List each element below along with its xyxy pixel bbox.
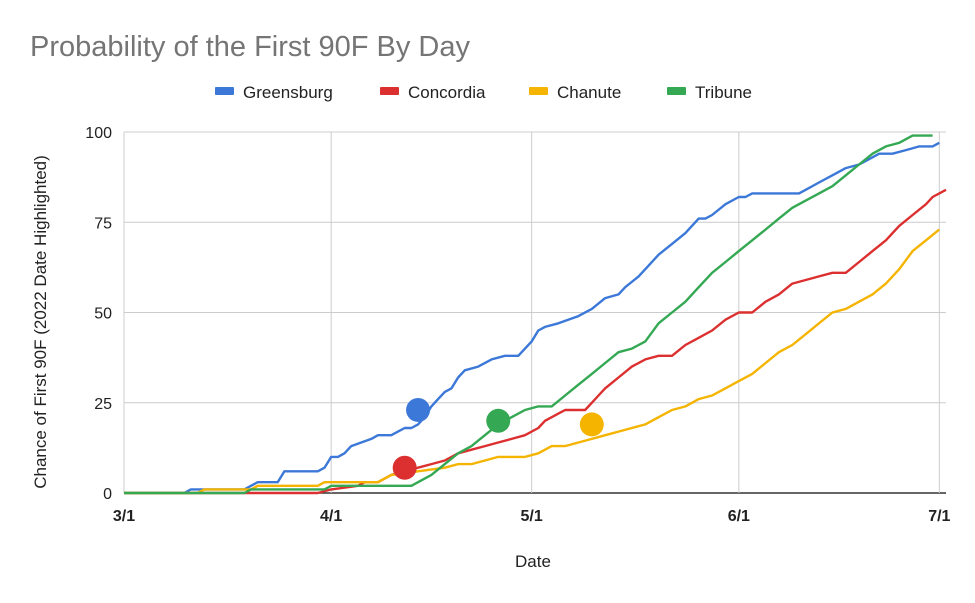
x-tick-label: 7/1 [928,508,950,525]
legend-label-greensburg: Greensburg [243,83,333,102]
highlight-point-concordia [392,455,417,480]
legend-swatch-greensburg [215,87,234,95]
x-tick-label: 6/1 [728,508,750,525]
legend-swatch-chanute [529,87,548,95]
x-axis-ticks: 3/1 4/1 5/1 6/1 7/1 [113,508,951,525]
legend-swatch-tribune [667,87,686,95]
y-tick-label: 50 [94,306,112,323]
y-tick-label: 25 [94,396,112,413]
grid [123,131,946,494]
x-tick-label: 4/1 [320,508,342,525]
x-axis-label: Date [515,552,551,571]
x-tick-label: 3/1 [113,508,135,525]
legend: Greensburg Concordia Chanute Tribune [215,83,752,102]
y-axis-label: Chance of First 90F (2022 Date Highlight… [31,155,50,489]
series-line-tribune [124,134,933,495]
y-tick-label: 75 [94,215,112,232]
highlight-point-chanute [579,412,604,437]
y-axis-ticks: 0 25 50 75 100 [85,125,112,503]
legend-label-concordia: Concordia [408,83,486,102]
y-tick-label: 0 [103,486,112,503]
legend-swatch-concordia [380,87,399,95]
highlight-point-greensburg [406,397,431,422]
chart-title: Probability of the First 90F By Day [30,31,470,63]
legend-label-chanute: Chanute [557,83,621,102]
y-tick-label: 100 [85,125,112,142]
legend-label-tribune: Tribune [695,83,752,102]
series-line-concordia [124,188,947,495]
series-line-chanute [124,228,941,495]
highlight-markers [392,397,604,480]
plot-area [124,134,947,495]
series-line-greensburg [124,141,940,495]
highlight-point-tribune [486,408,511,433]
x-tick-label: 5/1 [521,508,543,525]
